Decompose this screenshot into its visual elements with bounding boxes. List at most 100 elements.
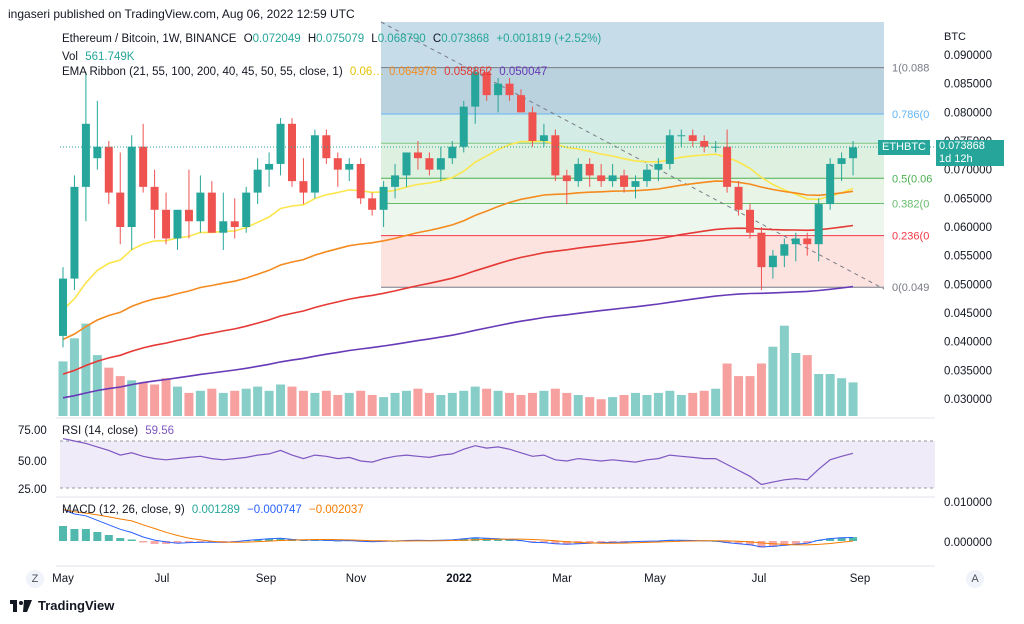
- candle-body: [230, 221, 239, 227]
- candle-body: [791, 238, 800, 245]
- macd-pane: [59, 509, 858, 548]
- volume-bar: [585, 397, 595, 416]
- candle-body: [665, 135, 674, 164]
- macd-legend[interactable]: MACD (12, 26, close, 9) 0.001289 −0.0007…: [62, 504, 364, 516]
- volume-bar: [505, 392, 515, 416]
- macd-signal-line: [62, 509, 854, 546]
- candle-body: [642, 169, 651, 182]
- time-label: May: [644, 573, 666, 585]
- macd-hist-bar: [734, 541, 743, 544]
- candle-body: [562, 175, 571, 182]
- ema-100-line: [62, 224, 854, 375]
- macd-hist-bar: [173, 541, 182, 544]
- volume-bar: [653, 392, 663, 416]
- volume-bar: [150, 384, 160, 416]
- rsi-tick-label: 25.00: [18, 484, 47, 496]
- open-value: 0.072049: [252, 33, 301, 45]
- candle-body: [436, 158, 445, 170]
- rsi-legend[interactable]: RSI (14, close) 59.56: [62, 425, 174, 437]
- candle-body: [597, 175, 606, 182]
- macd-hist-bar: [127, 539, 136, 541]
- tradingview-icon: [10, 599, 32, 612]
- price-tick-label: 0.090000: [944, 50, 992, 62]
- open-label: O: [243, 33, 253, 45]
- volume-bar: [516, 395, 526, 416]
- price-tick-label: 0.040000: [944, 337, 992, 349]
- rsi-value: 59.56: [145, 425, 175, 437]
- ema200-value: 0.050047: [499, 66, 548, 78]
- candle-body: [700, 141, 709, 147]
- fib-label: 0.5(0.06: [892, 173, 932, 185]
- volume-bar: [470, 386, 480, 416]
- candle-body: [413, 152, 422, 159]
- macd-tick-label: 0.010000: [944, 497, 992, 509]
- ema-21-line: [62, 140, 854, 311]
- volume-bar: [195, 390, 205, 416]
- rsi-band: [60, 441, 935, 488]
- close-label: C: [432, 33, 442, 45]
- time-label: 2022: [446, 573, 472, 585]
- volume-bar: [527, 392, 537, 416]
- volume-legend[interactable]: Vol 561.749K: [62, 51, 134, 63]
- macd-hist-bar: [196, 541, 205, 543]
- candle-body: [299, 181, 308, 193]
- price-tick-label: 0.030000: [944, 394, 992, 406]
- candle-body: [574, 163, 583, 182]
- candle-body: [471, 72, 480, 107]
- brand-name: TradingView: [38, 598, 115, 613]
- zoom-reset-button[interactable]: Z: [26, 570, 44, 588]
- volume-bar: [58, 361, 68, 416]
- volume-bar: [756, 363, 766, 416]
- macd-hist-bar: [608, 541, 617, 543]
- volume-bar: [207, 388, 217, 416]
- price-tick-label: 0.070000: [944, 165, 992, 177]
- candle-body: [631, 181, 640, 187]
- fib-label: 1(0.088: [892, 63, 929, 75]
- publish-header: ingaseri published on TradingView.com, A…: [8, 7, 355, 21]
- ema55-value: 0.064978: [388, 66, 437, 78]
- volume-bar: [344, 392, 354, 416]
- candle-body: [688, 135, 697, 141]
- macd-hist-value: 0.001289: [191, 504, 240, 516]
- auto-scale-button[interactable]: A: [966, 570, 984, 588]
- ema-legend[interactable]: EMA Ribbon (21, 55, 100, 200, 40, 45, 50…: [62, 66, 547, 78]
- rsi-line: [62, 438, 854, 486]
- volume-bar: [184, 392, 194, 416]
- candle-body: [711, 146, 720, 148]
- volume-bar: [127, 380, 137, 416]
- candle-body: [402, 152, 411, 176]
- fib-label: 0(0.049: [892, 282, 929, 294]
- time-label: Sep: [850, 573, 870, 585]
- macd-line: [62, 509, 854, 548]
- candle-body: [150, 186, 159, 210]
- candle-body: [585, 163, 594, 176]
- candle-body: [803, 238, 812, 245]
- candle-body: [104, 146, 113, 193]
- fib-zone: [381, 114, 884, 144]
- tradingview-logo[interactable]: TradingView: [10, 598, 114, 613]
- macd-label: MACD (12, 26, close, 9): [62, 504, 185, 516]
- volume-bar: [699, 390, 709, 416]
- price-tick-label: 0.065000: [944, 193, 992, 205]
- macd-hist-bar: [757, 541, 766, 548]
- candle-body: [734, 186, 743, 210]
- volume-bar: [321, 390, 331, 416]
- macd-hist-bar: [585, 541, 594, 544]
- candle-body: [482, 72, 491, 96]
- ema100-value: 0.058862: [444, 66, 493, 78]
- volume-bar: [814, 374, 824, 416]
- vol-label: Vol: [62, 51, 78, 63]
- price-tick-label: 0.035000: [944, 365, 992, 377]
- volume-bar: [596, 399, 606, 416]
- low-value: 0.068790: [377, 33, 426, 45]
- price-tick-label: 0.085000: [944, 79, 992, 91]
- candle-body: [93, 146, 102, 159]
- ema-200-line: [62, 285, 854, 399]
- macd-hist-bar: [780, 541, 789, 546]
- price-unit: BTC: [944, 31, 966, 43]
- symbol-legend[interactable]: Ethereum / Bitcoin, 1W, BINANCE O0.07204…: [62, 33, 601, 45]
- macd-hist-bar: [253, 539, 262, 541]
- candle-body: [379, 186, 388, 210]
- volume-bar: [779, 325, 789, 416]
